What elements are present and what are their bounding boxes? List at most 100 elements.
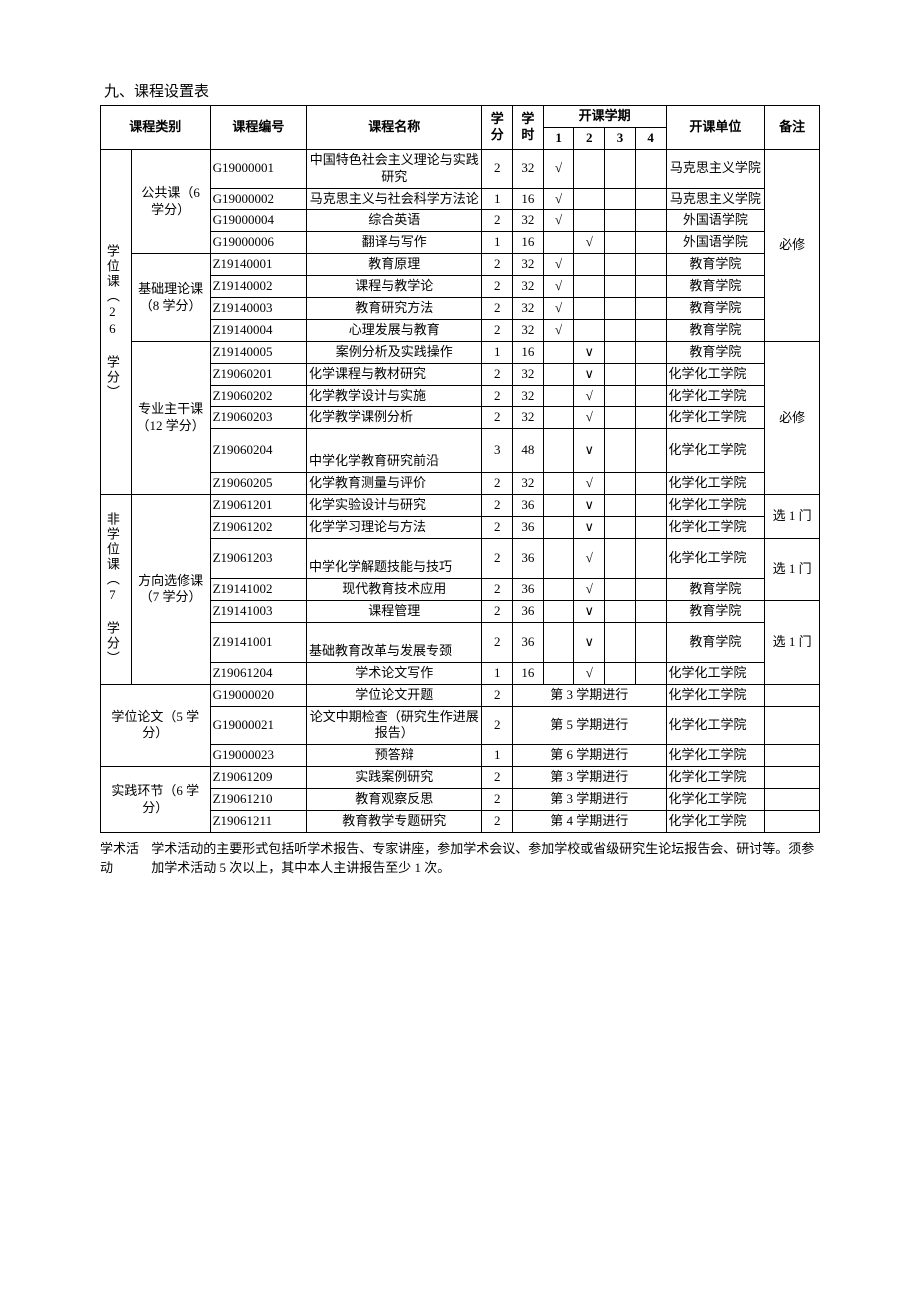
cell-unit: 教育学院 bbox=[666, 622, 765, 662]
table-row: 专业主干课（12 学分） Z19140005 案例分析及实践操作 1 16 ∨ … bbox=[101, 341, 820, 363]
cell-name: 化学课程与教材研究 bbox=[307, 363, 482, 385]
cell-s4 bbox=[635, 341, 666, 363]
cell-s2: √ bbox=[574, 662, 605, 684]
cell-cr: 2 bbox=[482, 811, 513, 833]
cell-unit: 化学化工学院 bbox=[666, 429, 765, 473]
cell-unit: 马克思主义学院 bbox=[666, 188, 765, 210]
cell-s2: ∨ bbox=[574, 622, 605, 662]
cell-name: 学位论文开题 bbox=[307, 684, 482, 706]
cell-s2: ∨ bbox=[574, 363, 605, 385]
th-hours: 学时 bbox=[513, 106, 544, 150]
cell-empty bbox=[765, 706, 820, 745]
cell-cr: 2 bbox=[482, 319, 513, 341]
cell-s3 bbox=[605, 517, 636, 539]
cat-thesis: 学位论文（5 学分） bbox=[101, 684, 211, 767]
cell-s1 bbox=[543, 363, 574, 385]
cell-s4 bbox=[635, 495, 666, 517]
cell-code: Z19060205 bbox=[210, 473, 306, 495]
cell-cr: 2 bbox=[482, 517, 513, 539]
cell-hr: 32 bbox=[513, 149, 544, 188]
cell-s4 bbox=[635, 298, 666, 320]
cell-unit: 化学化工学院 bbox=[666, 407, 765, 429]
cell-cr: 2 bbox=[482, 298, 513, 320]
table-row: 非学位课（7 学分） 方向选修课（7 学分） Z19061201 化学实验设计与… bbox=[101, 495, 820, 517]
cell-hr: 32 bbox=[513, 363, 544, 385]
cell-code: Z19061210 bbox=[210, 789, 306, 811]
cell-name: 实践案例研究 bbox=[307, 767, 482, 789]
cell-code: G19000002 bbox=[210, 188, 306, 210]
cell-s2: √ bbox=[574, 232, 605, 254]
cell-code: G19000006 bbox=[210, 232, 306, 254]
cell-cr: 2 bbox=[482, 706, 513, 745]
cell-cr: 2 bbox=[482, 495, 513, 517]
cell-unit: 化学化工学院 bbox=[666, 495, 765, 517]
cell-s1: √ bbox=[543, 254, 574, 276]
cell-s1 bbox=[543, 579, 574, 601]
cell-code: Z19061201 bbox=[210, 495, 306, 517]
cell-hr: 16 bbox=[513, 341, 544, 363]
cell-s1: √ bbox=[543, 188, 574, 210]
cell-code: Z19061202 bbox=[210, 517, 306, 539]
cell-cr: 2 bbox=[482, 254, 513, 276]
cell-code: Z19141003 bbox=[210, 600, 306, 622]
cell-cr: 2 bbox=[482, 210, 513, 232]
cell-s4 bbox=[635, 473, 666, 495]
cell-name: 学术论文写作 bbox=[307, 662, 482, 684]
cell-s2: ∨ bbox=[574, 495, 605, 517]
cell-unit: 化学化工学院 bbox=[666, 789, 765, 811]
cell-s4 bbox=[635, 254, 666, 276]
cell-cr: 2 bbox=[482, 579, 513, 601]
cell-s1 bbox=[543, 407, 574, 429]
cell-unit: 化学化工学院 bbox=[666, 662, 765, 684]
cell-s1: √ bbox=[543, 276, 574, 298]
cell-s1 bbox=[543, 385, 574, 407]
cat-sub1: 公共课（6 学分） bbox=[131, 149, 210, 253]
cell-name: 化学教育测量与评价 bbox=[307, 473, 482, 495]
cell-hr: 36 bbox=[513, 600, 544, 622]
cell-name: 教育教学专题研究 bbox=[307, 811, 482, 833]
cell-unit: 教育学院 bbox=[666, 579, 765, 601]
cell-name: 化学实验设计与研究 bbox=[307, 495, 482, 517]
cell-s4 bbox=[635, 517, 666, 539]
th-credit: 学分 bbox=[482, 106, 513, 150]
cell-name: 心理发展与教育 bbox=[307, 319, 482, 341]
th-s3: 3 bbox=[605, 127, 636, 149]
cell-code: Z19061204 bbox=[210, 662, 306, 684]
cat-sub4: 方向选修课（7 学分） bbox=[131, 495, 210, 684]
cell-s2 bbox=[574, 319, 605, 341]
cell-code: Z19141001 bbox=[210, 622, 306, 662]
cell-name: 综合英语 bbox=[307, 210, 482, 232]
cat-main2: 非学位课（7 学分） bbox=[101, 495, 132, 684]
cell-span: 第 3 学期进行 bbox=[513, 789, 666, 811]
cell-s1 bbox=[543, 600, 574, 622]
cell-name: 中学化学解题技能与技巧 bbox=[307, 539, 482, 579]
cell-s1 bbox=[543, 473, 574, 495]
cell-s4 bbox=[635, 385, 666, 407]
cell-cr: 2 bbox=[482, 767, 513, 789]
cell-hr: 32 bbox=[513, 407, 544, 429]
cell-name: 现代教育技术应用 bbox=[307, 579, 482, 601]
cell-code: G19000001 bbox=[210, 149, 306, 188]
cell-s3 bbox=[605, 385, 636, 407]
cell-s1 bbox=[543, 539, 574, 579]
cell-cr: 2 bbox=[482, 600, 513, 622]
cell-s3 bbox=[605, 407, 636, 429]
cell-unit: 教育学院 bbox=[666, 254, 765, 276]
cell-name: 预答辩 bbox=[307, 745, 482, 767]
cell-name: 教育研究方法 bbox=[307, 298, 482, 320]
cell-s3 bbox=[605, 341, 636, 363]
cell-cr: 2 bbox=[482, 385, 513, 407]
cell-hr: 36 bbox=[513, 579, 544, 601]
th-code: 课程编号 bbox=[210, 106, 306, 150]
table-row: 基础理论课（8 学分） Z19140001 教育原理 2 32 √ 教育学院 bbox=[101, 254, 820, 276]
cell-unit: 化学化工学院 bbox=[666, 385, 765, 407]
cell-hr: 16 bbox=[513, 232, 544, 254]
cell-s2 bbox=[574, 276, 605, 298]
cell-s2 bbox=[574, 210, 605, 232]
th-remark: 备注 bbox=[765, 106, 820, 150]
cell-s3 bbox=[605, 429, 636, 473]
cell-s4 bbox=[635, 210, 666, 232]
cell-s3 bbox=[605, 319, 636, 341]
cell-unit: 化学化工学院 bbox=[666, 745, 765, 767]
cell-s2: √ bbox=[574, 539, 605, 579]
